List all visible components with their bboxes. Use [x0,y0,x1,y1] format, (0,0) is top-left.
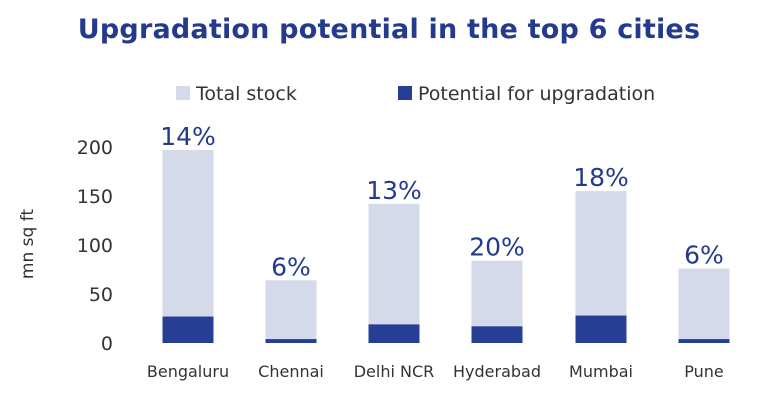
bar-potential-upgradation [575,315,627,343]
bar-potential-upgradation [368,324,420,343]
x-tick-label: Bengaluru [147,362,229,381]
bar-total-stock [162,149,214,343]
bar-potential-upgradation [265,339,317,343]
y-tick-label: 0 [101,333,113,355]
percent-label: 14% [160,122,216,151]
bar-potential-upgradation [471,326,523,343]
x-tick-label: Hyderabad [453,362,541,381]
percent-label: 18% [573,163,629,192]
x-tick-label: Pune [684,362,724,381]
x-tick-label: Chennai [258,362,324,381]
bar-potential-upgradation [162,316,214,343]
y-tick-label: 200 [77,137,113,159]
y-axis-label: mn sq ft [18,209,38,279]
y-tick-label: 150 [77,186,113,208]
legend: Total stock Potential for upgradation [176,83,655,105]
chart-title: Upgradation potential in the top 6 citie… [77,14,701,45]
bar-potential-upgradation [678,339,730,343]
x-tick-label: Mumbai [569,362,633,381]
y-tick-label: 50 [89,284,113,306]
percent-label: 13% [366,176,422,205]
y-axis-ticks: 0 50 100 150 200 [77,137,113,355]
legend-swatch-total-stock [176,86,190,100]
x-axis-labels: Bengaluru Chennai Delhi NCR Hyderabad Mumbai… [147,362,724,381]
percent-labels: 14% 6% 13% 20% 18% 6% [160,122,724,281]
legend-label-potential: Potential for upgradation [418,83,655,105]
legend-label-total-stock: Total stock [195,83,297,105]
legend-swatch-potential [398,86,412,100]
x-tick-label: Delhi NCR [354,362,435,381]
bar-total-stock [368,203,420,343]
y-tick-label: 100 [77,235,113,257]
bar-total-stock [678,268,730,343]
bars [162,149,730,343]
bar-total-stock [265,280,317,343]
percent-label: 6% [684,241,724,270]
percent-label: 6% [271,252,311,281]
percent-label: 20% [469,233,525,262]
